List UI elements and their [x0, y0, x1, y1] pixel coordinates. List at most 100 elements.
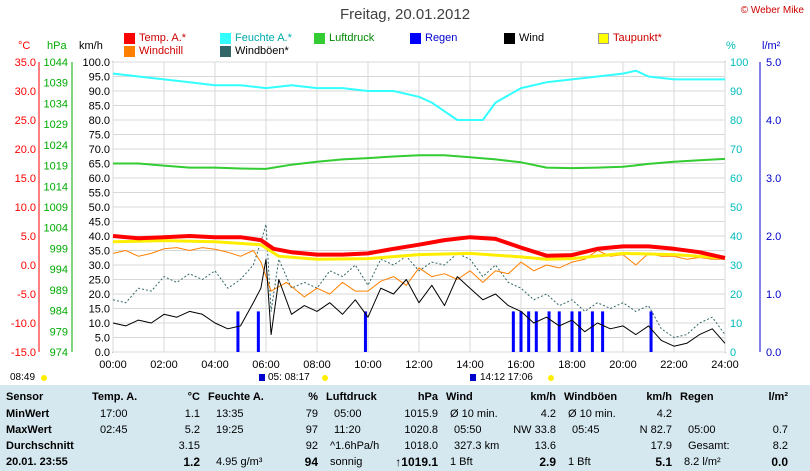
x-tick-label: 20:00: [609, 359, 637, 371]
rain-tick-label: 1.0: [766, 289, 781, 301]
stats-time: 05:45: [572, 424, 600, 436]
wind-tick-label: 5.0: [95, 333, 110, 345]
stats-row: 13:35 79: [208, 406, 322, 422]
wind-tick-label: 80.0: [89, 115, 110, 127]
pressure-tick-label: 1024: [44, 140, 68, 152]
legend-item-temp: Temp. A.*: [124, 32, 186, 44]
rain-bar: [570, 311, 574, 352]
legend-swatch: [220, 32, 231, 44]
weather-chart: 00:00 02:00 04:00 06:00 08:00 10:00 12:00 14:00…: [11, 57, 781, 381]
wind-tick-label: 20.0: [89, 289, 110, 301]
sunrise-marker: [259, 374, 265, 381]
humidity-tick-label: 0: [730, 347, 736, 359]
humidity-line: [112, 69, 725, 121]
stats-row: 05:00 1015.9: [326, 406, 442, 422]
chart-title: Freitag, 20.01.2012: [339, 6, 471, 23]
wind-tick-label: 70.0: [89, 144, 110, 156]
pressure-tick-label: 1044: [44, 57, 68, 69]
legend-item-gusts: Windböen*: [220, 45, 289, 57]
stats-time: 19:25: [216, 424, 244, 436]
stats-row: 1.2: [92, 454, 204, 470]
rain-bar: [511, 311, 515, 352]
pressure-tick-label: 994: [50, 264, 68, 276]
humidity-tick-label: 10: [730, 318, 742, 330]
legend-item-windchill: Windchill: [124, 45, 183, 57]
stats-row: Wind km/h: [446, 389, 560, 405]
rain-bar: [557, 311, 561, 352]
stats-row: ^1.6hPa/h 1018.0: [326, 438, 442, 454]
temp-line: [112, 234, 726, 260]
legend-label: Luftdruck: [329, 32, 375, 44]
stats-value: 1.2: [183, 455, 200, 469]
sun-marker: [322, 375, 328, 381]
stats-total-label: Gesamt:: [688, 440, 730, 452]
pressure-tick-label: 974: [50, 347, 68, 359]
stats-row: Luftdruck hPa: [326, 389, 442, 405]
stats-unit: °C: [187, 391, 200, 403]
rain-bar: [236, 311, 240, 352]
rain-bar: [547, 311, 551, 352]
stats-row: 17:00 1.1: [92, 406, 204, 422]
wind-tick-label: 50.0: [89, 202, 110, 214]
wind-tick-label: 15.0: [89, 304, 110, 316]
temp-tick-label: 25.0: [15, 115, 36, 127]
legend-label: Taupunkt*: [613, 32, 662, 44]
copyright: © Weber Mike: [740, 5, 804, 16]
stats-value: 5.1: [655, 455, 672, 469]
sun-mid-time: 14:12 17:06: [480, 372, 533, 383]
stats-time: 02:45: [100, 424, 128, 436]
legend-item-pressure: Luftdruck: [314, 32, 374, 44]
stats-time: 13:35: [216, 408, 244, 420]
stats-header: Windböen: [564, 391, 618, 403]
x-tick-label: 02:00: [150, 359, 178, 371]
stats-sensor-col: Sensor MinWert MaxWert Durchschnitt 20.0…: [6, 385, 88, 471]
stats-value: NW 33.8: [513, 424, 556, 436]
stats-value: 4.2: [656, 408, 672, 420]
rain-bar: [527, 311, 531, 352]
stats-label: Durchschnitt: [6, 440, 74, 452]
sun-left-time: 08:49: [10, 372, 36, 383]
stats-wind-col: Wind km/h Ø 10 min. 4.2 05:50 NW 33.8 327.3…: [446, 385, 560, 471]
stats-unit: l/m²: [768, 391, 788, 403]
stats-row: Regen l/m²: [680, 389, 792, 405]
stats-row: Ø 10 min. 4.2: [564, 406, 676, 422]
stats-time: 17:00: [100, 408, 128, 420]
stats-forecast: sonnig: [330, 456, 363, 468]
stats-row: 19:25 97: [208, 422, 322, 438]
stats-row: Gesamt: 8.2: [680, 438, 792, 454]
x-tick-label: 10:00: [354, 359, 382, 371]
sun-marker: [548, 375, 554, 381]
legend-swatch: [504, 32, 515, 44]
wind-tick-label: 40.0: [89, 231, 110, 243]
temp-tick-label: 35.0: [15, 57, 36, 69]
x-tick-label: 16:00: [507, 359, 535, 371]
stats-unit: km/h: [530, 391, 556, 403]
stats-bft: 1 Bft: [450, 456, 473, 468]
rain-bar: [519, 311, 523, 352]
rain-tick-label: 2.0: [766, 231, 781, 243]
stats-value: 92: [305, 440, 318, 452]
stats-row: 1 Bft 2.9: [446, 454, 560, 470]
wind-tick-label: 35.0: [89, 246, 110, 258]
stats-time: 4.95 g/m³: [216, 456, 263, 468]
legend-label: Temp. A.*: [139, 32, 187, 44]
stats-row: 8.2 l/m² 0.0: [680, 454, 792, 470]
legend: Temp. A.* Feuchte A.* Luftdruck Regen Wi…: [0, 30, 810, 58]
legend-label: Regen: [425, 32, 458, 44]
temp-tick-label: 5.0: [21, 231, 36, 243]
legend-item-rain: Regen: [410, 32, 457, 44]
stats-value: 1018.0: [404, 440, 438, 452]
humidity-tick-label: 90: [730, 86, 742, 98]
rain-bar: [256, 311, 260, 352]
temp-tick-label: -10.0: [11, 318, 36, 330]
wind-tick-label: 75.0: [89, 130, 110, 142]
pressure-line: [113, 154, 726, 170]
pressure-tick-label: 1029: [44, 119, 68, 131]
wind-tick-label: 45.0: [89, 217, 110, 229]
legend-swatch: [598, 32, 609, 44]
x-tick-label: 00:00: [99, 359, 127, 371]
stats-header: Temp. A.: [92, 391, 138, 403]
rain-bar: [363, 311, 367, 352]
wind-tick-label: 55.0: [89, 188, 110, 200]
stats-label: MaxWert: [6, 424, 52, 436]
